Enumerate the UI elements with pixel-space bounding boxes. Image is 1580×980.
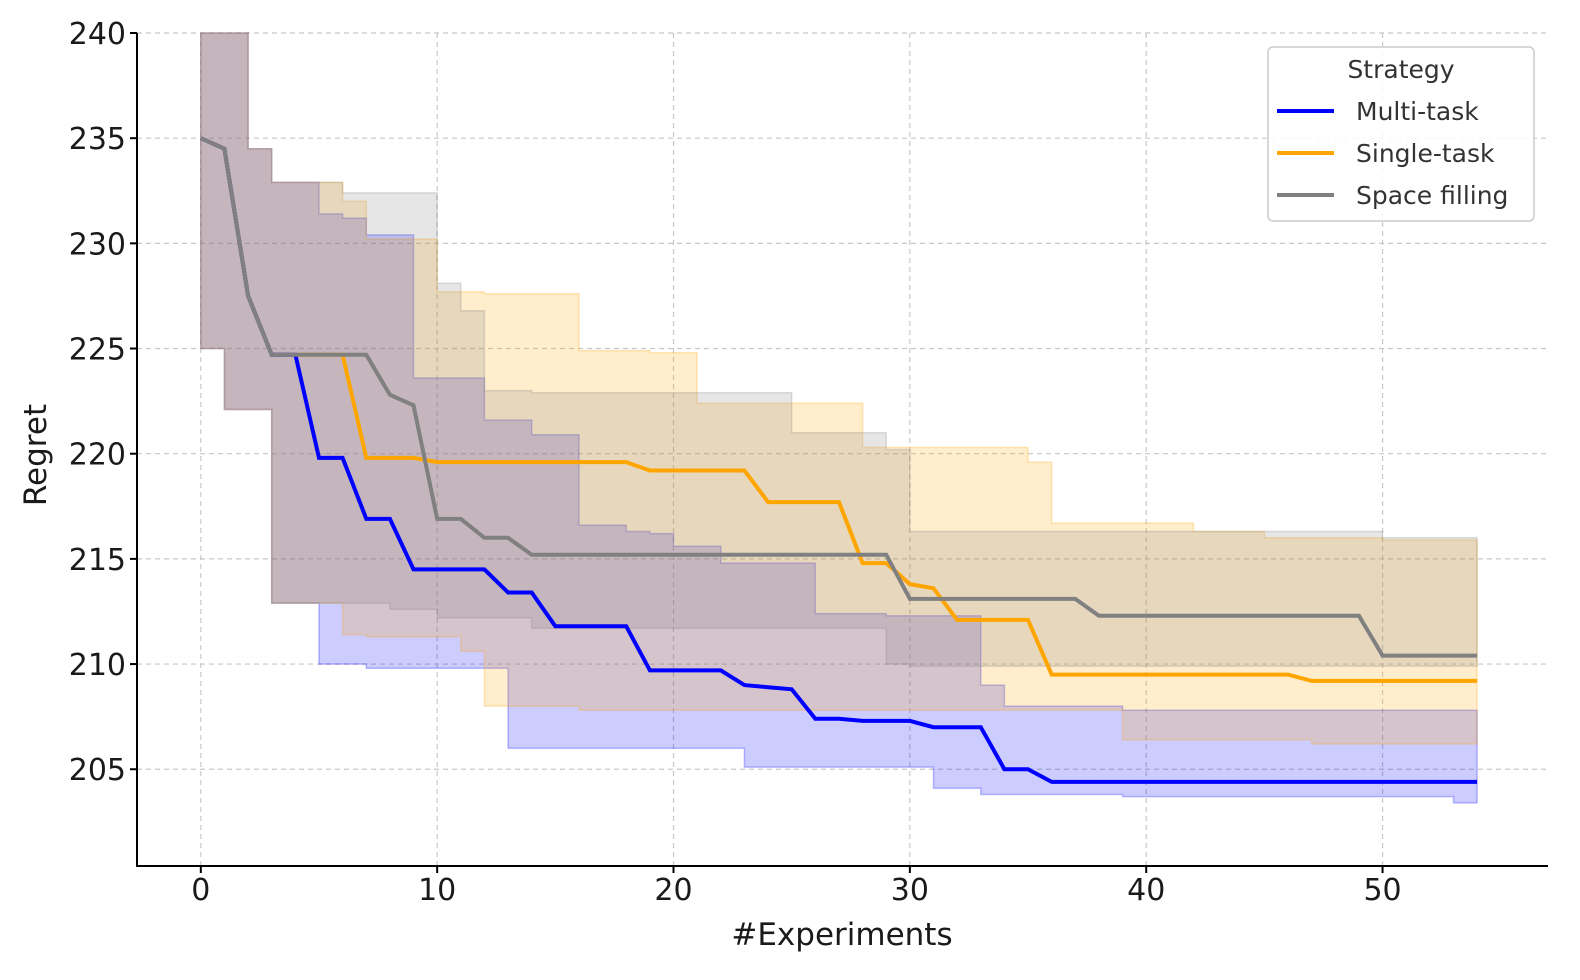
x-ticks: 0 10 20 30 40 50 (191, 866, 1402, 908)
legend-label-space-filling: Space filling (1356, 181, 1508, 210)
series-lines (199, 136, 1478, 784)
y-tick-label-220: 220 (69, 438, 126, 473)
y-tick-label-240: 240 (69, 17, 126, 52)
legend-label-single-task: Single-task (1356, 139, 1495, 168)
y-tick-label-235: 235 (69, 122, 126, 157)
y-tick-label-225: 225 (69, 333, 126, 368)
line-space-filling (199, 136, 1478, 658)
x-tick-label-30: 30 (891, 873, 929, 908)
x-tick-label-0: 0 (191, 873, 210, 908)
y-tick-label-215: 215 (69, 543, 126, 578)
axes (136, 33, 1548, 867)
x-tick-label-10: 10 (418, 873, 456, 908)
legend-title: Strategy (1347, 55, 1454, 84)
y-tick-label-210: 210 (69, 648, 126, 683)
y-tick-label-205: 205 (69, 753, 126, 788)
legend: Strategy Multi-task Single-task Space fi… (1267, 46, 1535, 222)
legend-label-multi-task: Multi-task (1356, 97, 1479, 126)
x-axis-label: #Experiments (731, 917, 952, 953)
band-single-task (200, 32, 1478, 745)
line-multi-task (199, 136, 1478, 784)
x-tick-label-20: 20 (654, 873, 692, 908)
band-space-filling (200, 32, 1478, 667)
y-tick-label-230: 230 (69, 227, 126, 262)
band-multi-task (200, 32, 1478, 804)
y-axis-label: Regret (18, 404, 54, 506)
confidence-bands (200, 32, 1478, 804)
line-single-task (199, 136, 1478, 683)
y-ticks: 205 210 215 220 225 230 235 240 (69, 17, 137, 788)
x-tick-label-40: 40 (1127, 873, 1165, 908)
legend-frame (1267, 46, 1535, 222)
x-tick-label-50: 50 (1363, 873, 1401, 908)
